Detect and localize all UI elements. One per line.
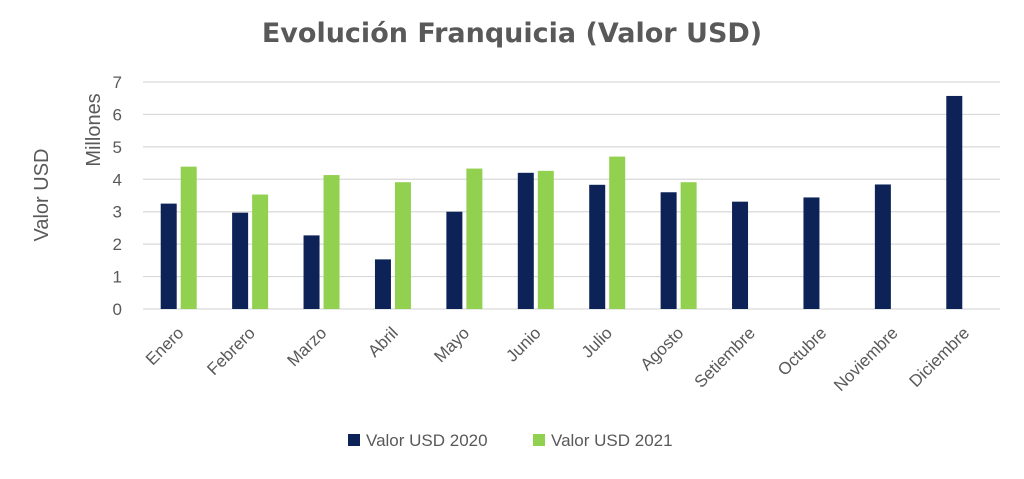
x-category-labels: Enero Febrero Marzo Abril Mayo Junio Julio Agos… <box>142 323 973 395</box>
bar-2020 <box>160 203 177 309</box>
bar-2020 <box>589 184 606 309</box>
bar-2021 <box>680 182 697 309</box>
y-tick-label: 7 <box>113 73 122 92</box>
bar-2020 <box>660 192 677 309</box>
bar-2020 <box>232 212 249 309</box>
gridlines <box>143 81 1000 310</box>
y-tick-label: 3 <box>113 203 122 222</box>
x-category-label: Febrero <box>203 323 259 379</box>
bar-2021 <box>609 156 626 309</box>
x-category-label: Junio <box>502 323 544 365</box>
legend-label: Valor USD 2021 <box>551 431 673 450</box>
bar-2020 <box>303 235 320 309</box>
x-category-label: Mayo <box>430 323 473 366</box>
bar-2020 <box>803 197 820 309</box>
bar-2020 <box>946 95 963 310</box>
x-category-label: Octubre <box>774 323 830 379</box>
bar-2021 <box>466 168 483 309</box>
legend-label: Valor USD 2020 <box>366 431 488 450</box>
bar-2021 <box>252 194 269 309</box>
legend-swatch <box>348 434 360 446</box>
y-tick-labels: 0 1 2 3 4 5 6 7 <box>113 73 122 319</box>
bar-2020 <box>446 211 463 309</box>
y-axis-label: Valor USD <box>31 149 53 242</box>
x-category-label: Enero <box>142 323 188 369</box>
bar-2021 <box>537 170 554 309</box>
x-category-label: Setiembre <box>691 323 759 391</box>
x-category-label: Marzo <box>284 323 331 370</box>
bar-2021 <box>394 182 411 309</box>
y-tick-label: 1 <box>113 268 122 287</box>
chart-title: Evolución Franquicia (Valor USD) <box>262 18 762 49</box>
y-tick-label: 4 <box>113 170 122 189</box>
x-category-label: Noviembre <box>830 323 902 395</box>
bar-2021 <box>180 166 197 309</box>
bar-2020 <box>732 201 749 309</box>
y-axis-unit-label: Millones <box>83 93 105 166</box>
bar-2020 <box>374 259 391 309</box>
legend-swatch <box>533 434 545 446</box>
y-tick-label: 6 <box>113 105 122 124</box>
bars <box>160 95 963 310</box>
bar-2021 <box>323 175 340 309</box>
x-category-label: Diciembre <box>906 323 974 391</box>
legend: Valor USD 2020 Valor USD 2021 <box>348 431 673 450</box>
bar-2020 <box>874 184 891 309</box>
y-tick-label: 2 <box>113 235 122 254</box>
x-category-label: Julio <box>578 323 616 361</box>
bar-2020 <box>517 172 534 309</box>
x-category-label: Agosto <box>637 323 688 374</box>
y-tick-label: 5 <box>113 138 122 157</box>
y-tick-label: 0 <box>113 300 122 319</box>
x-category-label: Abril <box>364 323 401 360</box>
